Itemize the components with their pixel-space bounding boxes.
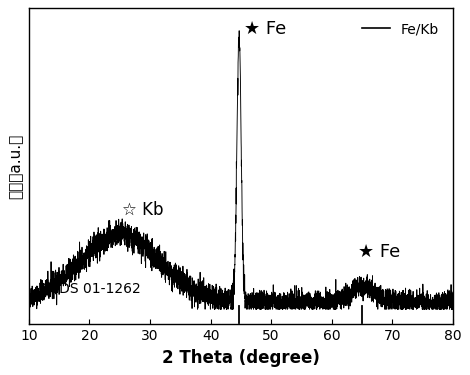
Y-axis label: 强度（a.u.）: 强度（a.u.） (8, 134, 24, 199)
X-axis label: 2 Theta (degree): 2 Theta (degree) (162, 349, 320, 367)
Legend: Fe/Kb: Fe/Kb (355, 15, 446, 43)
Text: JCPDS 01-1262: JCPDS 01-1262 (38, 282, 142, 296)
Text: ★ Fe: ★ Fe (358, 243, 400, 261)
Text: ☆ Kb: ☆ Kb (122, 201, 163, 219)
Text: ★ Fe: ★ Fe (244, 20, 286, 38)
